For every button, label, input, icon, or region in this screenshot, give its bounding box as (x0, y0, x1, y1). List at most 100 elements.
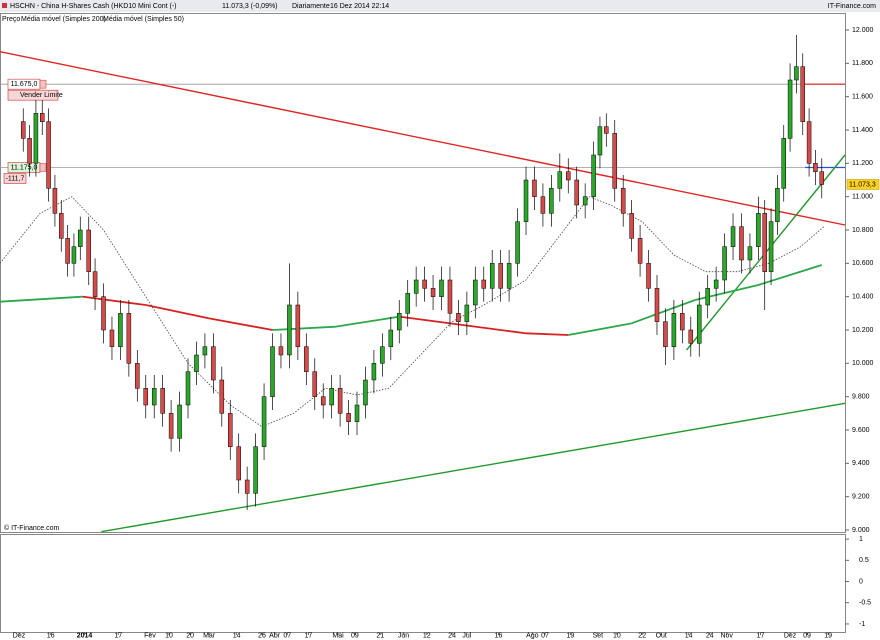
x-tick-label: Abr (269, 632, 281, 639)
candle-body (762, 213, 767, 272)
candle-body (819, 171, 825, 185)
candle-body (202, 346, 208, 356)
candle-body (730, 226, 736, 247)
x-tick-label: 26 (258, 632, 266, 639)
x-tick-label: Set (593, 632, 604, 639)
y-tick-label: 10.800 (852, 227, 874, 234)
x-tick-label: 17 (757, 632, 765, 639)
candle-body (312, 371, 318, 397)
trendline (101, 402, 846, 533)
candle-body (244, 479, 250, 494)
order-price: 11.675,0 (11, 81, 38, 88)
candle-body (101, 296, 106, 331)
x-tick-label: Mai (332, 632, 344, 639)
candle-body (747, 246, 753, 261)
order-type-box (7, 89, 59, 101)
moving-average (208, 317, 273, 331)
candle-body (540, 196, 546, 214)
candle-body (523, 179, 529, 222)
candle-body (794, 66, 799, 81)
candle-body (211, 346, 216, 381)
y-tick-label: 0 (859, 578, 863, 585)
candle-body (646, 263, 651, 289)
y-tick-label: 9.000 (852, 527, 870, 534)
candle-body (92, 271, 98, 297)
candle-body (380, 346, 385, 364)
candle-body (304, 346, 309, 372)
y-tick-label: 10.200 (852, 327, 874, 334)
candle-body (557, 171, 563, 189)
candle-body (688, 329, 694, 344)
moving-average (335, 315, 400, 328)
y-tick-label: -0.5 (859, 600, 871, 607)
candle-body (515, 221, 520, 264)
candle-body (219, 379, 225, 414)
x-tick-label: 16 (47, 632, 55, 639)
x-tick-label: Jun (398, 632, 409, 639)
x-tick-label: 07 (541, 632, 549, 639)
x-tick-label: Out (656, 632, 667, 639)
candle-body (388, 329, 394, 347)
y-tick-label: 1 (859, 536, 863, 543)
candle-body (337, 388, 343, 414)
x-tick-label: 19 (824, 632, 832, 639)
candle-body (781, 138, 786, 189)
candle-body (71, 246, 77, 264)
candle-body (456, 313, 461, 322)
y-tick-label: 10.400 (852, 294, 874, 301)
legend-entry: Média móvel (Simples 200) (21, 16, 106, 23)
candle-body (371, 363, 377, 381)
y-tick-label: 11.600 (852, 94, 873, 101)
candle-body (287, 304, 292, 356)
y-tick-label: 0.5 (859, 557, 869, 564)
y-tick-label: 11.800 (852, 60, 873, 67)
candle-body (473, 279, 478, 306)
x-tick-label: Dez (784, 632, 797, 639)
x-tick-label: 17 (305, 632, 313, 639)
oscillator-panel (0, 534, 846, 633)
x-tick-label: 07 (283, 632, 291, 639)
y-tick-label: 9.600 (852, 427, 870, 434)
candle-body (354, 404, 360, 422)
x-tick-label: 22 (638, 632, 646, 639)
candle-body (40, 113, 45, 122)
order-price: 11.175,0 (11, 164, 38, 171)
candle-body (261, 396, 267, 447)
legend-entry: Média móvel (Simples 50) (103, 16, 184, 23)
candle-body (680, 313, 685, 331)
candle-body (739, 226, 744, 261)
moving-average (399, 315, 463, 326)
candle-body (498, 263, 503, 289)
y-tick-label: 11.400 (852, 127, 873, 134)
candle-body (696, 304, 702, 344)
order-close (39, 79, 47, 89)
candle-body (756, 213, 761, 247)
x-tick-label: Jul (462, 632, 471, 639)
x-tick-label: 14 (685, 632, 693, 639)
candle-body (320, 396, 326, 406)
candle-body (629, 213, 634, 239)
moving-average (758, 264, 823, 286)
timestamp: 16 Dez 2014 22:14 (330, 3, 389, 10)
y-tick-label: 10.600 (852, 260, 874, 267)
candle-body (109, 329, 115, 347)
candle-body (447, 279, 453, 314)
x-tick-label: Nov (720, 632, 733, 639)
candle-body (722, 246, 727, 281)
candle-body (705, 288, 710, 306)
candle-body (329, 388, 334, 406)
logo (2, 3, 7, 8)
moving-average (568, 322, 632, 336)
candle-body (65, 238, 70, 264)
candle-body (671, 313, 677, 347)
x-tick-label: Dez (13, 632, 26, 639)
legend-entry: Preço (2, 16, 20, 23)
x-tick-label: 2014 (77, 632, 93, 639)
moving-average (0, 196, 825, 428)
candle-body (806, 121, 812, 164)
candle-body (768, 221, 774, 272)
candle-body (654, 288, 660, 322)
candle-body (787, 79, 793, 139)
candle-body (151, 388, 157, 406)
candle-body (549, 188, 554, 214)
